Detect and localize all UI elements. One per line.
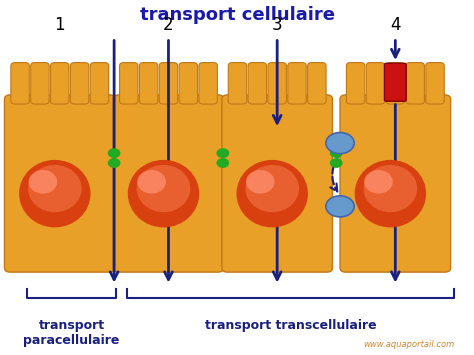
Text: transport transcellulaire: transport transcellulaire bbox=[205, 319, 377, 332]
Ellipse shape bbox=[246, 165, 299, 212]
FancyBboxPatch shape bbox=[71, 62, 89, 104]
Text: transport
paracellulaire: transport paracellulaire bbox=[23, 319, 120, 347]
FancyBboxPatch shape bbox=[366, 62, 385, 104]
FancyBboxPatch shape bbox=[179, 62, 198, 104]
Text: www.aquaportail.com: www.aquaportail.com bbox=[363, 340, 455, 349]
Text: transport cellulaire: transport cellulaire bbox=[139, 6, 335, 24]
Ellipse shape bbox=[137, 165, 190, 212]
FancyBboxPatch shape bbox=[11, 62, 29, 104]
Ellipse shape bbox=[28, 165, 82, 212]
Text: 4: 4 bbox=[390, 16, 401, 34]
FancyBboxPatch shape bbox=[222, 95, 332, 272]
FancyBboxPatch shape bbox=[199, 62, 218, 104]
FancyBboxPatch shape bbox=[113, 95, 224, 272]
Ellipse shape bbox=[19, 160, 91, 228]
Ellipse shape bbox=[28, 170, 57, 193]
FancyBboxPatch shape bbox=[90, 62, 109, 104]
Text: 3: 3 bbox=[272, 16, 283, 34]
FancyBboxPatch shape bbox=[159, 62, 178, 104]
Ellipse shape bbox=[246, 170, 274, 193]
Ellipse shape bbox=[137, 170, 166, 193]
FancyBboxPatch shape bbox=[248, 62, 266, 104]
Circle shape bbox=[109, 159, 120, 167]
Circle shape bbox=[330, 149, 342, 157]
Circle shape bbox=[326, 196, 354, 217]
FancyBboxPatch shape bbox=[288, 62, 306, 104]
FancyBboxPatch shape bbox=[228, 62, 246, 104]
Ellipse shape bbox=[364, 165, 417, 212]
FancyBboxPatch shape bbox=[31, 62, 49, 104]
Circle shape bbox=[217, 149, 228, 157]
Circle shape bbox=[109, 149, 120, 157]
Text: 2: 2 bbox=[163, 16, 174, 34]
FancyBboxPatch shape bbox=[268, 62, 286, 104]
Circle shape bbox=[326, 132, 354, 154]
FancyBboxPatch shape bbox=[386, 62, 404, 104]
FancyBboxPatch shape bbox=[51, 62, 69, 104]
FancyBboxPatch shape bbox=[139, 62, 158, 104]
Ellipse shape bbox=[364, 170, 393, 193]
Text: 1: 1 bbox=[55, 16, 65, 34]
FancyBboxPatch shape bbox=[119, 62, 138, 104]
FancyBboxPatch shape bbox=[346, 62, 365, 104]
FancyBboxPatch shape bbox=[384, 63, 406, 101]
Ellipse shape bbox=[237, 160, 308, 228]
FancyBboxPatch shape bbox=[308, 62, 326, 104]
FancyBboxPatch shape bbox=[426, 62, 444, 104]
FancyBboxPatch shape bbox=[340, 95, 451, 272]
Circle shape bbox=[217, 159, 228, 167]
FancyBboxPatch shape bbox=[4, 95, 115, 272]
FancyBboxPatch shape bbox=[406, 62, 424, 104]
Ellipse shape bbox=[355, 160, 426, 228]
Ellipse shape bbox=[128, 160, 199, 228]
Circle shape bbox=[330, 159, 342, 167]
